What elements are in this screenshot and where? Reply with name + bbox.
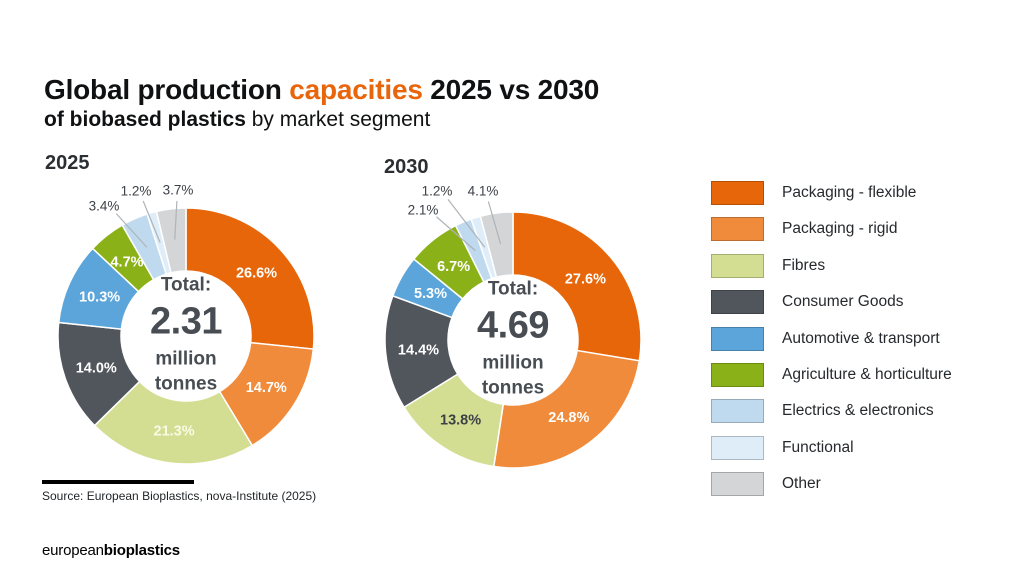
title-part2: 2025 vs 2030	[422, 74, 600, 105]
legend-label: Consumer Goods	[782, 293, 904, 311]
slice-label-electrics-electronics: 3.4%	[89, 199, 120, 214]
legend-label: Packaging - flexible	[782, 184, 917, 201]
subtitle-rest: by market segment	[245, 108, 431, 131]
legend: Packaging - flexible Packaging - rigid Fib…	[711, 181, 952, 509]
slice-label-functional: 1.2%	[121, 184, 152, 199]
legend-swatch-fibres	[711, 253, 764, 278]
chart-year-label-2025: 2025	[45, 152, 90, 174]
leader-line-other	[174, 200, 178, 240]
leader-line-electrics-electronics	[436, 216, 476, 252]
legend-swatch-agriculture-horticulture	[711, 362, 764, 387]
source-text: Source: European Bioplastics, nova-Insti…	[42, 489, 317, 503]
slice-label-fibres: 13.8%	[440, 412, 481, 428]
title-part1: Global production	[44, 74, 290, 105]
legend-swatch-packaging-flexible	[711, 181, 764, 205]
legend-label: Automotive & transport	[782, 329, 940, 347]
slice-packaging-flexible	[185, 207, 315, 350]
source-divider-bar	[42, 480, 194, 484]
legend-item-packaging-flexible: Packaging - flexible	[711, 181, 952, 205]
european-bioplastics-logo: europeanbioplastics	[42, 542, 180, 559]
slice-label-other: 3.7%	[163, 183, 194, 198]
slice-label-packaging-flexible: 27.6%	[565, 272, 606, 288]
legend-item-functional: Functional	[711, 435, 952, 460]
legend-label: Functional	[782, 438, 854, 456]
legend-item-agriculture-horticulture: Agriculture & horticulture	[711, 362, 952, 387]
slice-label-automotive-transport: 10.3%	[79, 290, 120, 306]
legend-swatch-other	[711, 472, 764, 497]
slice-other	[155, 207, 187, 274]
legend-label: Fibres	[782, 256, 826, 274]
legend-swatch-consumer-goods	[711, 290, 764, 315]
legend-label: Agriculture & horticulture	[782, 365, 952, 383]
slice-label-consumer-goods: 14.4%	[398, 343, 439, 359]
legend-label: Other	[782, 475, 821, 493]
legend-item-other: Other	[711, 472, 952, 497]
legend-swatch-packaging-rigid	[711, 217, 764, 242]
legend-item-consumer-goods: Consumer Goods	[711, 290, 952, 315]
leader-line-other	[487, 201, 502, 244]
legend-swatch-functional	[711, 435, 764, 460]
slice-label-other: 4.1%	[468, 184, 499, 199]
page-subtitle: of biobased plastics by market segment	[44, 108, 430, 132]
chart-year-label-2030: 2030	[384, 156, 429, 178]
slice-label-electrics-electronics: 2.1%	[408, 203, 439, 218]
legend-label: Packaging - rigid	[782, 220, 898, 238]
legend-item-automotive-transport: Automotive & transport	[711, 326, 952, 351]
page-title: Global production capacities 2025 vs 203…	[44, 74, 599, 106]
legend-item-packaging-rigid: Packaging - rigid	[711, 217, 952, 242]
legend-item-fibres: Fibres	[711, 253, 952, 278]
donut-svg-2025: 26.6% 14.7% 21.3% 14.0% 10.3% 4.7% 3.4%1.2% 3.7…	[57, 183, 315, 465]
slice-label-packaging-flexible: 26.6%	[236, 265, 277, 281]
leader-line-functional	[142, 200, 161, 243]
leader-line-electrics-electronics	[115, 213, 148, 248]
slice-label-automotive-transport: 5.3%	[414, 286, 447, 302]
slice-label-consumer-goods: 14.0%	[76, 360, 117, 376]
legend-swatch-electrics-electronics	[711, 399, 764, 424]
slice-label-fibres: 21.3%	[154, 423, 195, 439]
donut-chart-2030: 27.6% 24.8% 13.8% 14.4% 5.3% 6.7% 2.1% 1.2% 4.1%…	[343, 170, 683, 510]
legend-item-electrics-electronics: Electrics & electronics	[711, 399, 952, 424]
slice-label-packaging-rigid: 14.7%	[246, 380, 287, 396]
title-highlight: capacities	[289, 74, 423, 105]
slice-label-agriculture-horticulture: 4.7%	[110, 255, 143, 271]
legend-label: Electrics & electronics	[782, 402, 934, 420]
logo-normal: european	[42, 542, 104, 559]
legend-swatch-automotive-transport	[711, 326, 764, 351]
logo-bold: bioplastics	[103, 542, 180, 559]
subtitle-bold: of biobased plastics	[44, 108, 246, 131]
slice-label-functional: 1.2%	[422, 184, 453, 199]
slice-packaging-flexible	[512, 211, 642, 362]
slice-fibres	[93, 380, 254, 465]
donut-chart-2025: 26.6% 14.7% 21.3% 14.0% 10.3% 4.7% 3.4% 1.2% 3.7…	[16, 166, 356, 506]
slice-label-packaging-rigid: 24.8%	[548, 410, 589, 426]
slice-packaging-rigid	[493, 349, 641, 469]
slice-other	[479, 211, 514, 278]
donut-svg-2030: 27.6% 24.8% 13.8% 14.4% 5.3% 6.7% 2.1% 1.2% 4.1%	[384, 184, 642, 469]
slice-label-agriculture-horticulture: 6.7%	[437, 259, 470, 275]
leader-line-functional	[447, 199, 486, 248]
